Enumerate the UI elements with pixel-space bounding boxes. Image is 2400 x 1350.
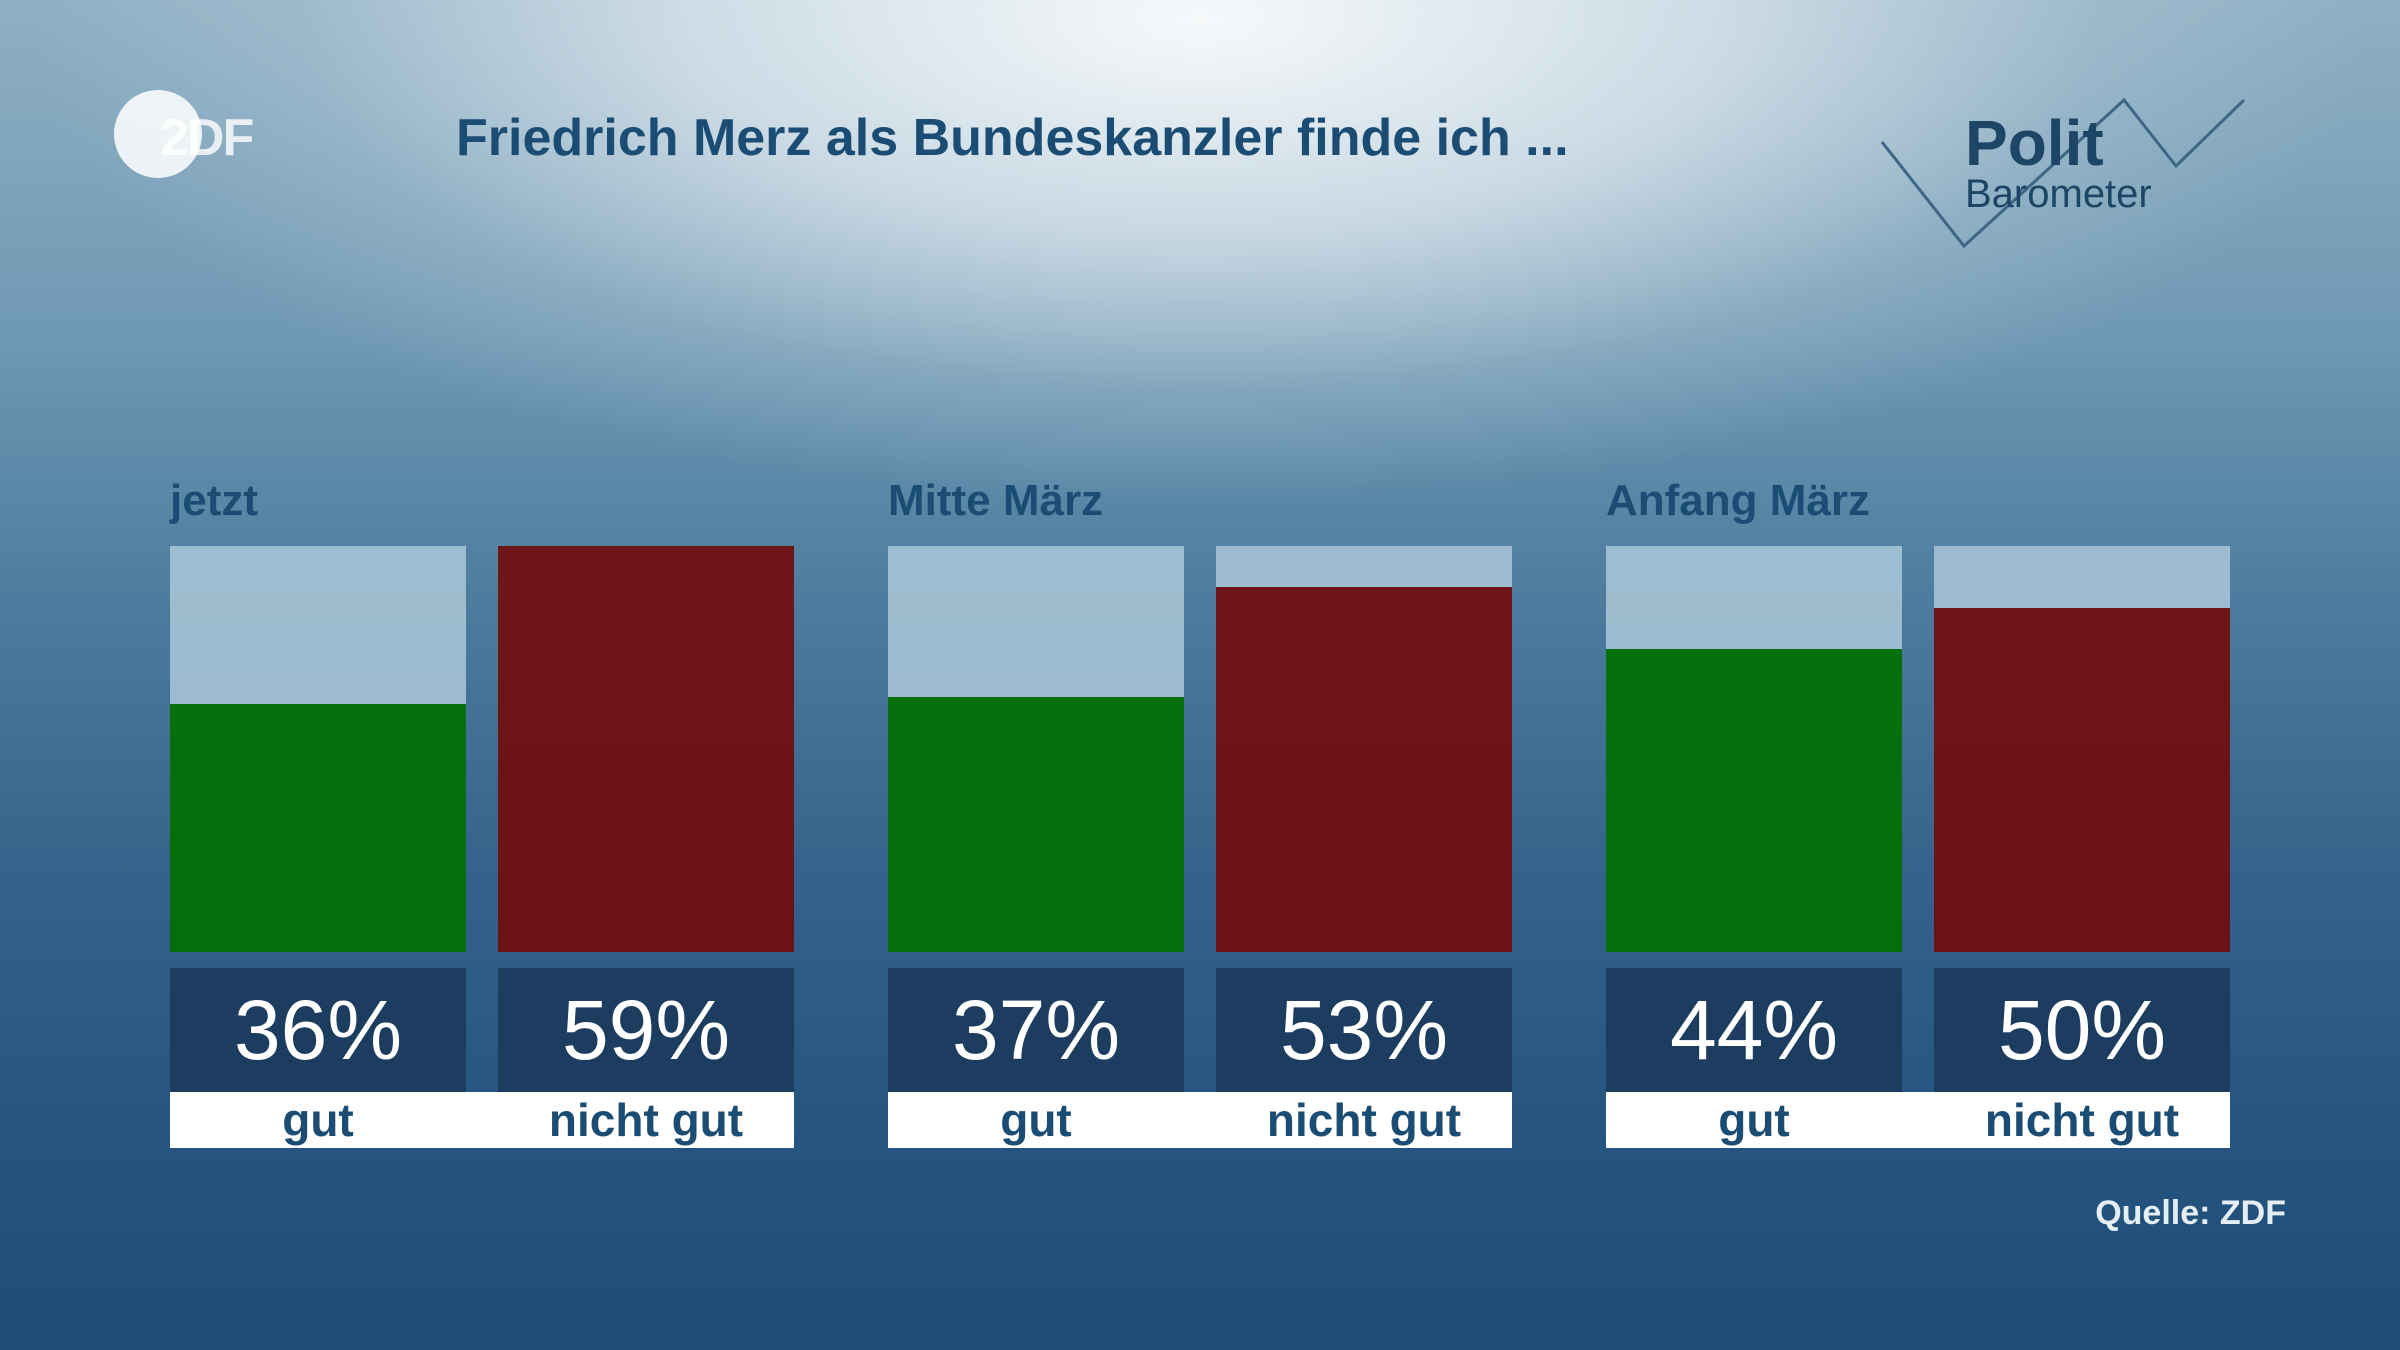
category-label: nicht gut	[1984, 1094, 2180, 1146]
zdf-logo: 2DF	[112, 88, 272, 184]
brand-line-2: Barometer	[1965, 172, 2152, 216]
chart-title: Friedrich Merz als Bundeskanzler finde i…	[456, 109, 1569, 167]
value-label: 59%	[498, 968, 794, 1092]
value-label: 36%	[170, 968, 466, 1092]
category-label: nicht gut	[1266, 1094, 1462, 1146]
value-label: 37%	[888, 968, 1184, 1092]
group-label: Anfang März	[1606, 476, 1870, 525]
category-label-strip	[170, 1092, 794, 1148]
bar-background	[498, 546, 794, 952]
group-label: Mitte März	[888, 476, 1104, 525]
category-label: gut	[282, 1094, 354, 1146]
bar-nicht-gut	[1216, 587, 1512, 952]
zdf-logo-circle	[114, 90, 202, 178]
bar-background	[1934, 546, 2230, 952]
category-label: gut	[1000, 1094, 1072, 1146]
value-label: 53%	[1216, 968, 1512, 1092]
bar-background	[1216, 546, 1512, 952]
category-label: nicht gut	[548, 1094, 744, 1146]
value-label: 44%	[1606, 968, 1902, 1092]
barometer-line-icon	[1880, 97, 2246, 249]
category-label-strip	[888, 1092, 1512, 1148]
bar-background	[170, 546, 466, 952]
bar-nicht-gut	[498, 546, 794, 952]
bar-gut	[1606, 649, 1902, 952]
brand-line-1: Polit	[1965, 107, 2104, 179]
bar-background	[888, 546, 1184, 952]
value-label: 50%	[1934, 968, 2230, 1092]
category-label: gut	[1718, 1094, 1790, 1146]
zdf-logo-text: 2DF	[160, 109, 254, 167]
politbarometer-logo: Polit Barometer	[1880, 96, 2250, 256]
bar-nicht-gut	[1934, 607, 2230, 952]
bar-gut	[888, 697, 1184, 952]
source-label: Quelle: ZDF	[2095, 1194, 2286, 1232]
category-label-strip	[1606, 1092, 2230, 1148]
group-label: jetzt	[170, 476, 258, 525]
bar-background	[1606, 546, 1902, 952]
bar-gut	[170, 704, 466, 952]
